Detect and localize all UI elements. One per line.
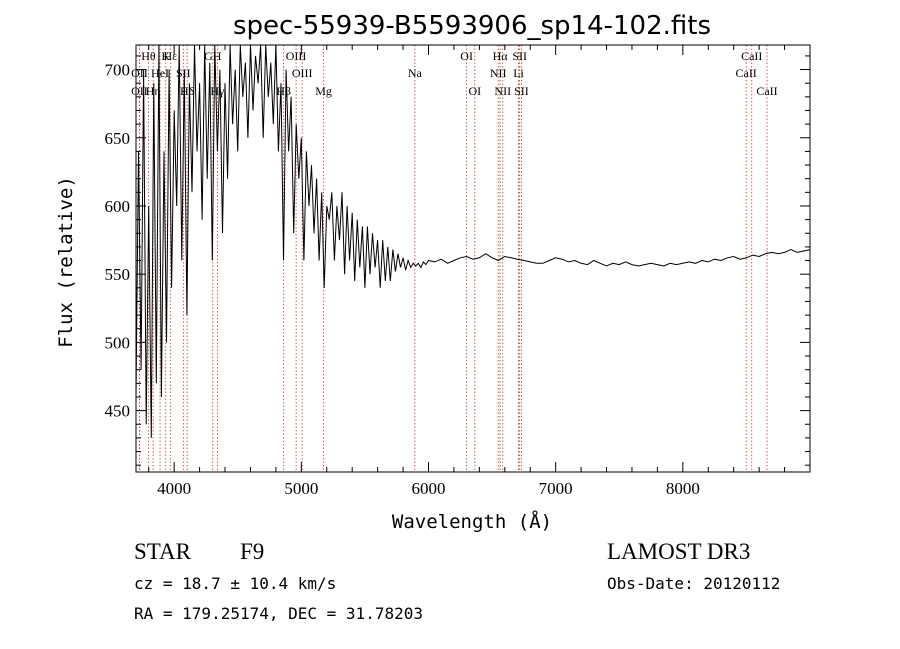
x-axis-ticks: 4000 5000 6000 7000 8000	[148, 45, 811, 498]
marker-label-5: HeI	[151, 66, 169, 80]
marker-label-22: NII	[494, 84, 511, 98]
marker-label-12: OIII	[292, 66, 313, 80]
marker-label-15: Na	[408, 66, 423, 80]
marker-label-7: Hη	[146, 84, 161, 98]
y-tick-label-600: 600	[105, 197, 131, 216]
y-tick-label-500: 500	[105, 333, 131, 352]
marker-label-19: SII	[512, 49, 527, 63]
x-tick-label-7000: 7000	[539, 479, 573, 498]
marker-label-14: Mg	[315, 84, 332, 98]
y-tick-label-700: 700	[105, 61, 131, 80]
marker-label-9: GH	[204, 49, 222, 63]
marker-label-26: CaII	[756, 84, 777, 98]
x-tick-label-6000: 6000	[411, 479, 445, 498]
x-tick-label-8000: 8000	[666, 479, 700, 498]
x-tick-label-4000: 4000	[157, 479, 191, 498]
marker-label-24: CaII	[741, 49, 762, 63]
y-tick-label-650: 650	[105, 129, 131, 148]
y-tick-label-450: 450	[105, 402, 131, 421]
x-axis-label: Wavelength (Å)	[392, 510, 552, 533]
marker-label-11: OIII	[286, 49, 307, 63]
plot-frame	[135, 44, 811, 473]
emission-line-markers	[139, 45, 768, 472]
marker-label-8: Hδ	[180, 84, 195, 98]
chart-title: spec-55939-B5593906_sp14-102.fits	[233, 11, 711, 41]
marker-label-16: OI	[460, 49, 473, 63]
spectral-subclass: F9	[240, 539, 264, 564]
survey-name: LAMOST DR3	[607, 539, 750, 564]
y-tick-label-550: 550	[105, 265, 131, 284]
object-type: STAR	[134, 539, 192, 564]
marker-label-4: Hε	[163, 49, 177, 63]
spectrum-line	[135, 44, 811, 438]
marker-label-1: OII	[131, 66, 148, 80]
redshift-cz: cz = 18.7 ± 10.4 km/s	[134, 574, 336, 593]
marker-label-6: SII	[176, 66, 191, 80]
marker-label-13: Hβ	[276, 84, 291, 98]
marker-label-3: K	[161, 49, 170, 63]
marker-label-20: NII	[490, 66, 507, 80]
marker-label-23: SII	[514, 84, 529, 98]
marker-label-0: Hθ	[141, 49, 156, 63]
y-axis-label: Flux (relative)	[55, 176, 77, 348]
x-tick-label-5000: 5000	[284, 479, 318, 498]
observation-date: Obs-Date: 20120112	[607, 574, 780, 593]
marker-label-10: Hγ	[210, 84, 225, 98]
coordinates: RA = 179.25174, DEC = 31.78203	[134, 604, 423, 623]
y-axis-ticks: 450 500 550 600 650 700	[105, 55, 810, 466]
marker-label-21: Li	[513, 66, 524, 80]
marker-label-17: OI	[468, 84, 481, 98]
marker-label-25: CaII	[735, 66, 756, 80]
marker-label-18: Hα	[493, 49, 509, 63]
